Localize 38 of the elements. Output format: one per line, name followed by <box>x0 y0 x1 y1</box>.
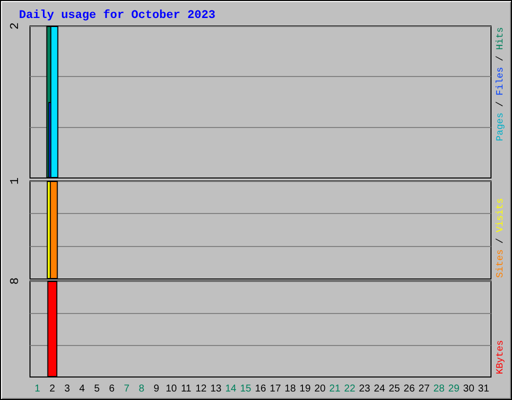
x-tick-label: 5 <box>94 384 100 394</box>
x-tick-label: 7 <box>124 384 130 394</box>
chart-title: Daily usage for October 2023 <box>19 8 216 22</box>
y-axis-title: Pages / Files / Hits <box>494 27 506 142</box>
x-tick-label: 24 <box>374 384 386 394</box>
x-tick-label: 9 <box>154 384 160 394</box>
x-tick-label: 3 <box>64 384 70 394</box>
x-tick-label: 19 <box>300 384 312 394</box>
x-tick-label: 31 <box>478 384 490 394</box>
x-tick-label: 22 <box>344 384 356 394</box>
x-tick-label: 6 <box>109 384 116 394</box>
x-tick-label: 18 <box>284 384 296 394</box>
x-tick-label: 1 <box>34 384 41 394</box>
x-tick-label: 17 <box>270 384 282 394</box>
y-tick-label: 1 <box>8 177 22 185</box>
x-tick-label: 14 <box>225 384 237 394</box>
y-axis-title: KBytes <box>494 340 506 374</box>
x-tick-label: 23 <box>359 384 371 394</box>
x-tick-label: 25 <box>388 384 400 394</box>
x-tick-label: 11 <box>180 384 192 394</box>
x-tick-label: 2 <box>50 384 56 394</box>
x-tick-label: 12 <box>195 384 208 394</box>
y-axis-title: Sites / Visits <box>494 198 506 278</box>
x-tick-label: 10 <box>166 384 178 394</box>
x-tick-label: 30 <box>463 384 475 394</box>
x-tick-label: 8 <box>138 384 145 394</box>
x-tick-label: 26 <box>404 384 416 394</box>
x-tick-label: 4 <box>79 384 86 394</box>
x-tick-label: 16 <box>254 384 266 394</box>
y-tick-label: 8 <box>8 277 22 285</box>
x-tick-label: 28 <box>433 384 445 394</box>
x-tick-label: 20 <box>314 384 326 394</box>
x-tick-label: 15 <box>240 384 252 394</box>
y-tick-label: 2 <box>8 22 22 30</box>
x-tick-label: 29 <box>448 384 460 394</box>
x-tick-label: 27 <box>418 384 430 394</box>
x-tick-label: 21 <box>329 384 341 394</box>
x-tick-label: 13 <box>210 384 222 394</box>
